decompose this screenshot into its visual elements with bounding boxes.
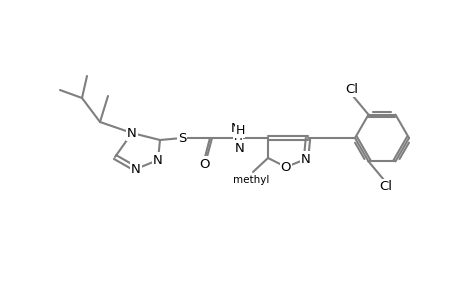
Text: methyl: methyl: [232, 175, 269, 185]
Text: N: N: [230, 122, 241, 134]
Text: H: H: [235, 124, 244, 137]
Text: N: N: [235, 142, 244, 155]
Text: N: N: [131, 163, 140, 176]
Text: S: S: [178, 131, 186, 145]
Text: O: O: [199, 158, 210, 170]
Text: Cl: Cl: [378, 180, 391, 193]
Text: N: N: [153, 154, 162, 166]
Text: H: H: [233, 130, 242, 142]
Text: O: O: [280, 160, 291, 173]
Text: N: N: [301, 152, 310, 166]
Text: Cl: Cl: [344, 83, 357, 96]
Text: N: N: [127, 127, 137, 140]
